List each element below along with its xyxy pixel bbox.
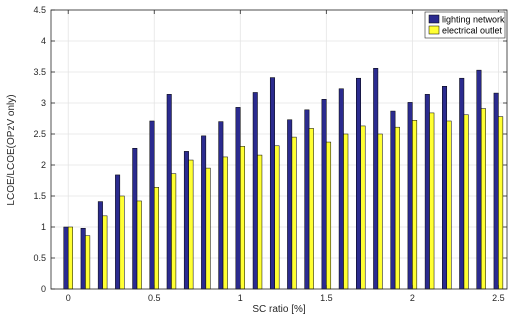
bar-electrical-outlet-0 bbox=[67, 226, 73, 290]
legend-swatch bbox=[428, 25, 440, 35]
x-tick-label: 0.5 bbox=[148, 293, 161, 303]
bar-electrical-outlet-8 bbox=[205, 167, 211, 290]
bar-electrical-outlet-24 bbox=[480, 108, 486, 290]
bar-lighting-network-25 bbox=[493, 92, 499, 290]
bar-lighting-network-15 bbox=[321, 99, 327, 290]
bar-lighting-network-14 bbox=[304, 109, 310, 290]
bar-electrical-outlet-4 bbox=[136, 200, 142, 290]
bar-lighting-network-21 bbox=[424, 94, 430, 290]
bar-lighting-network-10 bbox=[235, 107, 241, 290]
plot-frame bbox=[50, 9, 508, 290]
bar-lighting-network-5 bbox=[149, 120, 155, 290]
bar-electrical-outlet-11 bbox=[257, 154, 263, 290]
y-tick-label: 1 bbox=[41, 222, 46, 232]
tick-labels: 0 0.5 1 1.5 2 2.5 3 3.5 4 4.5 0 0.5 1 1.5 2 2.5 bbox=[33, 5, 504, 303]
bar-lighting-network-0 bbox=[63, 226, 69, 290]
bar-lighting-network-19 bbox=[390, 110, 396, 290]
bar-lighting-network-22 bbox=[442, 86, 448, 290]
bar-electrical-outlet-9 bbox=[222, 156, 228, 290]
bar-electrical-outlet-19 bbox=[394, 126, 400, 290]
bar-lighting-network-18 bbox=[373, 68, 379, 290]
legend-label: lighting network bbox=[442, 15, 505, 25]
bar-lighting-network-4 bbox=[132, 148, 138, 290]
bar-electrical-outlet-18 bbox=[377, 133, 383, 290]
bar-lighting-network-9 bbox=[218, 121, 224, 290]
bar-lighting-network-6 bbox=[166, 94, 172, 290]
y-tick-label: 2 bbox=[41, 160, 46, 170]
bar-electrical-outlet-22 bbox=[446, 120, 452, 290]
legend-swatch bbox=[428, 14, 440, 24]
bar-electrical-outlet-2 bbox=[102, 215, 108, 290]
bar-lighting-network-23 bbox=[459, 77, 465, 290]
x-tick-label: 2.5 bbox=[492, 293, 505, 303]
bar-electrical-outlet-25 bbox=[498, 116, 504, 290]
bar-lighting-network-24 bbox=[476, 69, 482, 290]
bar-electrical-outlet-5 bbox=[154, 187, 159, 290]
bar-electrical-outlet-7 bbox=[188, 159, 194, 290]
y-axis-label: LCOE/LCOE(OPzV only) bbox=[6, 94, 17, 205]
bar-electrical-outlet-15 bbox=[326, 141, 332, 290]
y-tick-label: 1.5 bbox=[33, 191, 46, 201]
bar-lighting-network-11 bbox=[252, 92, 258, 290]
legend-label: electrical outlet bbox=[442, 26, 503, 36]
x-tick-label: 2 bbox=[410, 293, 415, 303]
bar-electrical-outlet-6 bbox=[171, 173, 177, 290]
y-tick-label: 0 bbox=[41, 284, 46, 294]
bar-lighting-network-17 bbox=[356, 77, 361, 290]
x-tick-label: 1.5 bbox=[320, 293, 333, 303]
bar-electrical-outlet-10 bbox=[240, 146, 245, 290]
y-tick-label: 4 bbox=[41, 36, 46, 46]
bar-lighting-network-16 bbox=[338, 88, 344, 290]
bar-electrical-outlet-17 bbox=[360, 125, 366, 290]
bar-electrical-outlet-12 bbox=[274, 145, 280, 290]
y-tick-label: 0.5 bbox=[33, 253, 46, 263]
bar-electrical-outlet-14 bbox=[308, 128, 314, 290]
bars bbox=[63, 68, 504, 290]
bar-lighting-network-2 bbox=[97, 201, 103, 290]
bar-lighting-network-8 bbox=[201, 135, 207, 290]
y-tick-label: 2.5 bbox=[33, 129, 46, 139]
bar-electrical-outlet-13 bbox=[291, 136, 297, 290]
bar-lighting-network-7 bbox=[183, 151, 189, 290]
bar-lighting-network-12 bbox=[269, 77, 275, 290]
y-tick-label: 3.5 bbox=[33, 67, 46, 77]
y-tick-label: 3 bbox=[41, 98, 46, 108]
x-tick-label: 1 bbox=[238, 293, 243, 303]
x-tick-label: 0 bbox=[66, 293, 71, 303]
x-axis-label: SC ratio [%] bbox=[252, 304, 306, 315]
bar-electrical-outlet-3 bbox=[119, 195, 125, 290]
bar-lighting-network-1 bbox=[80, 227, 86, 290]
bar-electrical-outlet-1 bbox=[85, 235, 91, 290]
bar-electrical-outlet-16 bbox=[343, 133, 349, 290]
bar-lighting-network-3 bbox=[115, 174, 121, 290]
bar-electrical-outlet-23 bbox=[463, 114, 469, 290]
bar-lighting-network-20 bbox=[407, 102, 413, 290]
bar-electrical-outlet-20 bbox=[412, 120, 418, 290]
bar-electrical-outlet-21 bbox=[429, 112, 435, 290]
y-tick-label: 4.5 bbox=[33, 5, 46, 15]
bar-lighting-network-13 bbox=[287, 119, 293, 290]
